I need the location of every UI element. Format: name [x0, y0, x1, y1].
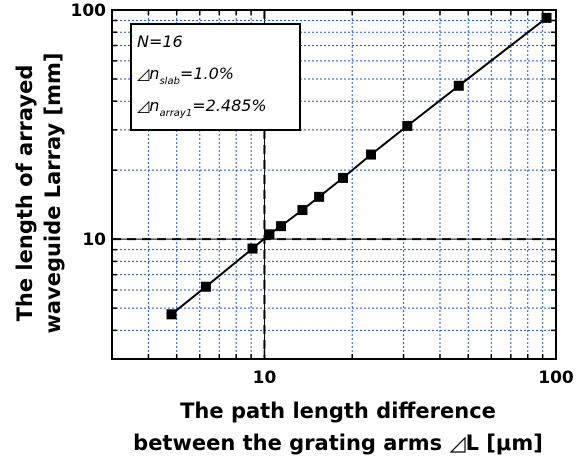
y-axis-title-line-1: The length of arrayed [13, 65, 37, 322]
data-point [166, 309, 177, 320]
y-tick-label: 100 [71, 1, 107, 21]
data-point [297, 205, 308, 216]
x-tick-label: 100 [538, 368, 574, 388]
data-point [338, 172, 349, 183]
y-tick-label: 10 [82, 230, 106, 250]
annotation-n-slab: ◿nslab=1.0% [136, 64, 234, 87]
y-axis-title-line-2: waveguide Larray [mm] [41, 52, 65, 333]
series-line [170, 17, 548, 316]
data-point [402, 120, 413, 131]
x-axis-title-line-1: The path length difference [180, 399, 496, 423]
x-axis-title-line-2: between the grating arms ◿L [μm] [133, 431, 543, 455]
data-point [541, 12, 552, 23]
data-point [314, 191, 325, 202]
plot-frame [111, 9, 557, 360]
data-point [264, 229, 275, 240]
annotation-box: N=16 ◿nslab=1.0% ◿narray1=2.485% [130, 23, 301, 131]
annotation-n-array: ◿narray1=2.485% [136, 96, 267, 119]
data-series [166, 12, 552, 320]
axis-ticks: 10 100 10 100 [71, 1, 574, 388]
reference-lines [112, 10, 556, 359]
data-point [453, 80, 464, 91]
data-point [276, 221, 287, 232]
data-point [366, 149, 377, 160]
annotation-n: N=16 [137, 32, 183, 51]
annotation-frame [130, 23, 301, 131]
data-point [247, 243, 258, 254]
data-point [200, 281, 211, 292]
x-tick-label: 10 [253, 368, 277, 388]
